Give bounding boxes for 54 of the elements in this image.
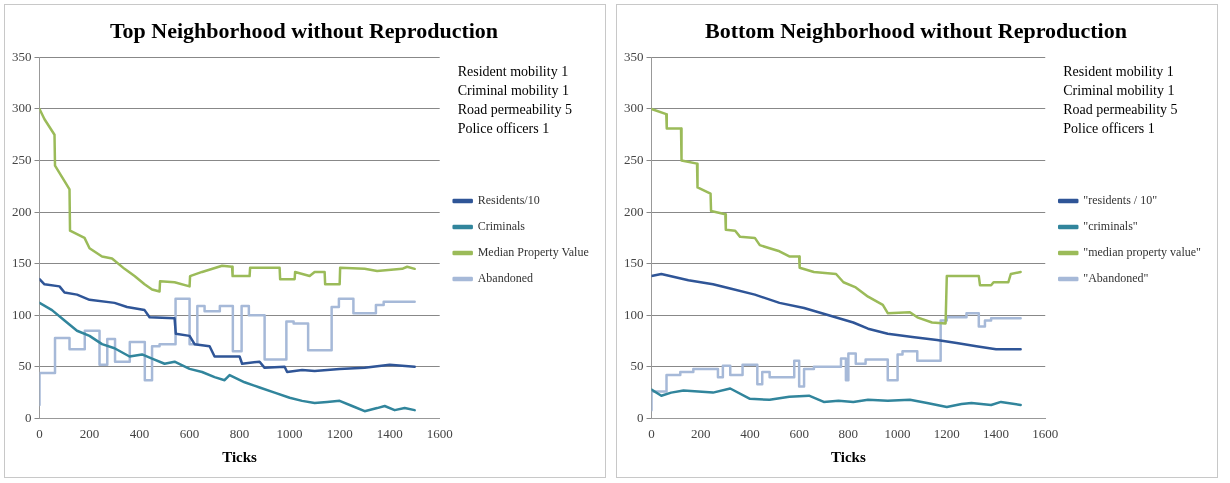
y-tick-label: 350 [12, 48, 32, 64]
y-tick-label: 250 [12, 151, 32, 167]
legend-label: Abandoned [477, 271, 534, 286]
x-tick-label: 0 [36, 425, 43, 441]
text: Resident mobility 1 [457, 63, 569, 79]
x-tick-label: 1400 [983, 425, 1010, 441]
text: Criminal mobility 1 [1063, 82, 1175, 98]
x-tick-label: 1200 [326, 425, 353, 441]
x-axis-title: Ticks [831, 448, 866, 465]
legend-label: "residents / 10" [1083, 193, 1158, 208]
x-tick-label: 200 [79, 425, 100, 441]
legend-label: "median property value" [1083, 245, 1202, 260]
x-tick-label: 200 [690, 425, 711, 441]
x-tick-label: 400 [129, 425, 150, 441]
chart-title: Bottom Neighborhood without Reproduction [705, 17, 1127, 43]
text: Road permeability 5 [457, 101, 573, 117]
y-tick-label: 100 [624, 306, 644, 322]
legend-label: Criminals [477, 219, 526, 234]
y-tick-label: 100 [12, 306, 32, 322]
legend-label: "criminals" [1083, 219, 1138, 234]
y-tick-label: 250 [624, 151, 644, 167]
text: Police officers 1 [457, 120, 550, 136]
y-tick-label: 200 [12, 203, 32, 219]
text: Police officers 1 [1063, 120, 1155, 136]
y-tick-label: 150 [624, 255, 644, 271]
x-tick-label: 1600 [1032, 425, 1059, 441]
x-tick-label: 400 [740, 425, 760, 441]
x-tick-label: 1000 [884, 425, 911, 441]
chart-title: Top Neighborhood without Reproduction [109, 17, 499, 43]
x-tick-label: 1000 [276, 425, 303, 441]
x-axis-title: Ticks [222, 448, 258, 465]
text: Road permeability 5 [1063, 101, 1178, 117]
x-tick-label: 1400 [376, 425, 403, 441]
x-tick-label: 0 [648, 425, 655, 441]
y-tick-label: 150 [12, 255, 32, 271]
x-tick-label: 1600 [426, 425, 453, 441]
y-tick-label: 300 [12, 100, 32, 116]
x-tick-label: 600 [179, 425, 200, 441]
x-tick-label: 1200 [933, 425, 960, 441]
y-tick-label: 0 [25, 409, 32, 425]
legend-label: "Abandoned" [1083, 271, 1149, 286]
y-tick-label: 0 [637, 409, 644, 425]
y-tick-label: 300 [624, 100, 644, 116]
x-tick-label: 800 [838, 425, 859, 441]
legend-label: Residents/10 [477, 193, 540, 208]
y-tick-label: 50 [630, 358, 644, 374]
legend-label: Median Property Value [477, 245, 589, 260]
y-tick-label: 50 [18, 358, 32, 374]
y-tick-label: 350 [624, 48, 644, 64]
x-tick-label: 600 [789, 425, 809, 441]
x-tick-label: 800 [229, 425, 250, 441]
text: Criminal mobility 1 [457, 82, 569, 98]
text: Resident mobility 1 [1063, 63, 1174, 79]
y-tick-label: 200 [624, 203, 644, 219]
